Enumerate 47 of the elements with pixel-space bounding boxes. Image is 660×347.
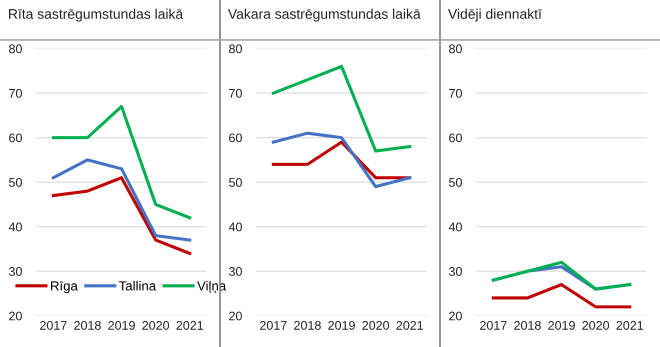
y-tick-label: 70 [9,88,22,98]
line-series [272,132,412,188]
x-tick-label: 2021 [396,320,424,330]
x-tick-label: 2018 [294,320,321,330]
chart-title: Vakara sastrēgumstundas laikā [228,8,421,22]
y-tick-label: 80 [449,44,462,54]
legend-label: Viļņa [197,280,226,294]
y-tick-label: 70 [449,88,462,98]
x-tick-label: 2017 [40,320,67,330]
x-tick-label: 2020 [142,320,170,330]
y-tick-label: 70 [229,88,242,98]
x-tick-label: 2018 [514,320,541,330]
line-series [52,104,192,220]
x-tick-label: 2019 [108,320,135,330]
y-tick-label: 80 [9,44,22,54]
y-tick-label: 50 [449,178,462,187]
legend-label: Rīga [51,281,78,294]
chart-title: Rīta sastrēgumstundas laikā [9,8,184,22]
y-tick-label: 50 [9,178,22,187]
x-tick-label: 2019 [328,320,355,330]
x-tick-label: 2019 [548,320,575,330]
y-tick-label: 80 [229,44,242,54]
line-series [272,64,412,153]
y-tick-label: 60 [449,133,462,142]
x-tick-label: 2021 [616,320,644,330]
y-tick-label: 50 [229,178,242,187]
x-tick-label: 2021 [176,320,204,330]
x-tick-label: 2020 [582,320,610,330]
chart-title: Vidēji diennaktī [448,8,542,22]
line-series [52,176,192,255]
y-tick-label: 30 [8,267,22,276]
y-tick-label: 30 [448,267,462,276]
y-tick-label: 40 [8,222,22,232]
line-series [52,158,192,242]
x-tick-label: 2017 [260,320,287,330]
x-tick-label: 2020 [362,320,390,330]
y-tick-label: 40 [228,222,242,232]
y-tick-label: 60 [9,133,22,142]
x-tick-label: 2017 [480,320,507,330]
legend-label: Tallina [119,280,156,291]
y-tick-label: 40 [448,222,462,232]
y-tick-label: 30 [228,267,242,276]
x-tick-label: 2018 [74,320,101,330]
y-tick-label: 20 [9,312,22,320]
y-tick-label: 60 [229,133,242,142]
y-tick-label: 20 [449,312,462,320]
y-tick-label: 20 [229,312,242,320]
